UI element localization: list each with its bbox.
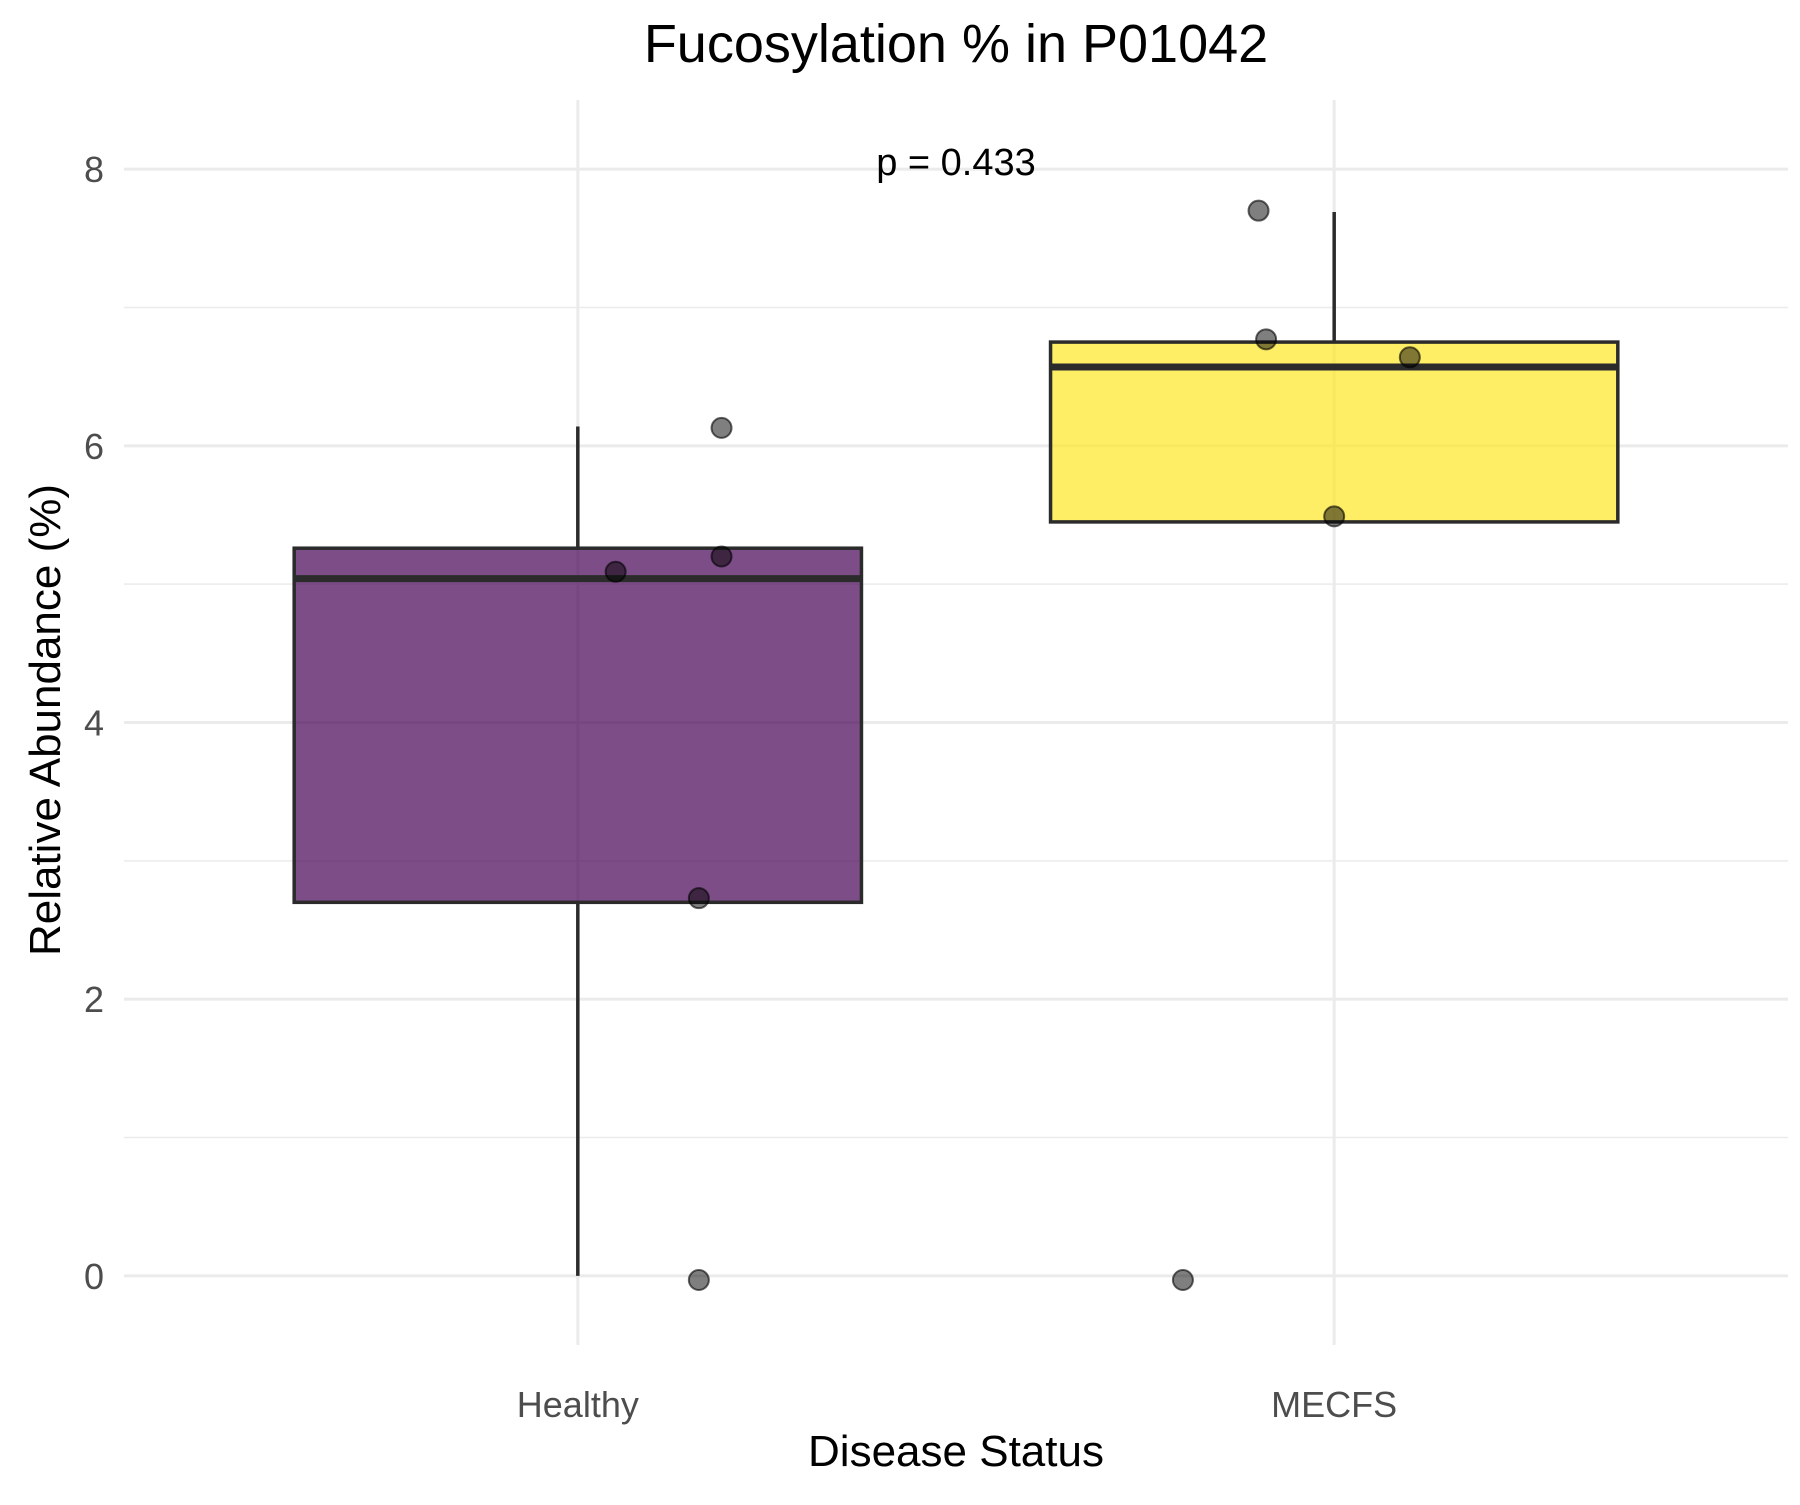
data-point [710, 416, 733, 439]
box-mecfs [1048, 340, 1620, 524]
y-tick-label: 6 [84, 426, 104, 467]
data-point [1323, 505, 1346, 528]
tick-layer: 0 2 4 6 8 Healthy MECFS [84, 149, 1397, 1425]
data-point [1247, 199, 1270, 222]
box-healthy [292, 546, 864, 905]
data-point [687, 887, 710, 910]
data-point [1255, 328, 1278, 351]
data-point [604, 560, 627, 583]
y-tick-label: 0 [84, 1256, 104, 1297]
x-axis-title: Disease Status [808, 1427, 1104, 1476]
p-value-annotation: p = 0.433 [876, 142, 1036, 184]
box-layer [292, 212, 1620, 1276]
chart-title: Fucosylation % in P01042 [644, 14, 1268, 74]
point-layer [604, 199, 1421, 1291]
y-tick-label: 8 [84, 149, 104, 190]
data-point [1171, 1268, 1194, 1291]
y-tick-label: 2 [84, 979, 104, 1020]
data-point [1398, 346, 1421, 369]
x-tick-label: MECFS [1271, 1384, 1397, 1425]
data-point [687, 1268, 710, 1291]
data-point [710, 545, 733, 568]
y-axis-title: Relative Abundance (%) [21, 484, 70, 956]
y-tick-label: 4 [84, 703, 104, 744]
x-tick-label: Healthy [517, 1384, 639, 1425]
